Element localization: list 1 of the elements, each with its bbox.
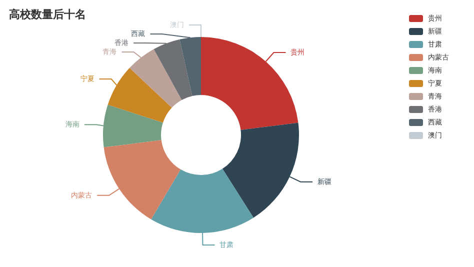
chart-title: 高校数量后十名 — [9, 8, 86, 21]
